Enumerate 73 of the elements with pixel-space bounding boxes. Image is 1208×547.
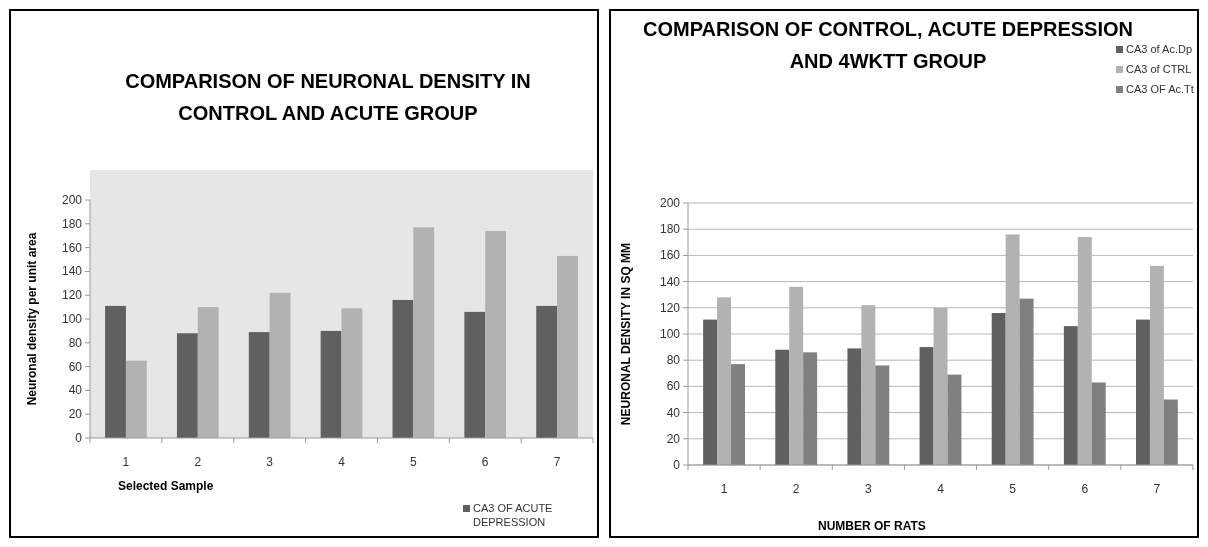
x-tick-label: 1 bbox=[122, 455, 130, 469]
chart-title: COMPARISON OF NEURONAL DENSITY IN CONTROL AND ACUTE GROUP bbox=[125, 70, 531, 124]
y-tick-label: 160 bbox=[61, 240, 83, 255]
x-tick-label: 2 bbox=[194, 455, 202, 469]
bar bbox=[392, 299, 414, 438]
x-tick-label: 7 bbox=[553, 455, 561, 469]
x-tick-label: 7 bbox=[1153, 482, 1161, 496]
bar bbox=[1019, 298, 1034, 465]
x-tick-label: 6 bbox=[481, 455, 489, 469]
x-axis-title: NUMBER OF RATS bbox=[818, 519, 926, 533]
y-tick-label: 40 bbox=[68, 383, 83, 398]
bar bbox=[803, 352, 818, 465]
bar bbox=[775, 349, 790, 465]
y-tick-label: 20 bbox=[68, 407, 83, 422]
y-tick-label: 80 bbox=[666, 353, 681, 368]
bar bbox=[464, 311, 486, 438]
y-tick-label: 40 bbox=[666, 405, 681, 420]
bar bbox=[176, 333, 198, 438]
bar bbox=[847, 348, 862, 465]
legend-label: CA3 OF ACUTE DEPRESSION bbox=[473, 502, 553, 528]
bar bbox=[105, 305, 126, 438]
bar bbox=[947, 374, 962, 465]
y-tick-label: 60 bbox=[666, 379, 681, 394]
bar bbox=[731, 364, 745, 465]
y-tick-label: 100 bbox=[659, 327, 681, 341]
bar bbox=[1136, 319, 1150, 465]
y-axis-title: Neuronal density per unit area bbox=[25, 232, 39, 406]
x-tick-label: 4 bbox=[937, 482, 945, 496]
bar bbox=[1091, 382, 1106, 465]
x-tick-label: 2 bbox=[792, 482, 800, 496]
y-tick-label: 60 bbox=[68, 359, 83, 374]
x-tick-label: 3 bbox=[865, 482, 873, 496]
x-tick-label: 5 bbox=[1009, 482, 1017, 496]
bar bbox=[1063, 326, 1078, 465]
y-tick-label: 140 bbox=[659, 274, 681, 289]
bar bbox=[919, 347, 934, 465]
y-tick-label: 200 bbox=[659, 196, 681, 210]
legend-label: CA3 OF Ac.Tt bbox=[1126, 83, 1194, 95]
legend-label: CA3 of CTRL bbox=[1126, 63, 1192, 75]
legend-label: CA3 of Ac.Dp bbox=[1126, 43, 1193, 55]
bar bbox=[248, 332, 270, 438]
bar bbox=[536, 305, 558, 438]
y-tick-label: 140 bbox=[61, 264, 83, 279]
x-tick-label: 4 bbox=[338, 455, 346, 469]
y-tick-label: 100 bbox=[61, 312, 83, 326]
x-tick-label: 3 bbox=[266, 455, 274, 469]
y-tick-label: 80 bbox=[68, 335, 83, 350]
bar bbox=[413, 227, 435, 438]
x-tick-label: 6 bbox=[1081, 482, 1089, 496]
y-tick-label: 200 bbox=[61, 193, 83, 207]
bar bbox=[485, 230, 507, 438]
x-tick-label: 1 bbox=[720, 482, 728, 496]
x-axis-title: Selected Sample bbox=[118, 479, 214, 493]
bar bbox=[703, 319, 718, 465]
y-tick-label: 160 bbox=[659, 248, 681, 263]
y-tick-label: 20 bbox=[666, 431, 681, 446]
bar bbox=[197, 307, 219, 438]
bar bbox=[341, 308, 363, 438]
y-tick-label: 0 bbox=[75, 431, 83, 445]
y-tick-label: 120 bbox=[659, 300, 681, 315]
y-tick-label: 120 bbox=[61, 288, 83, 303]
y-tick-label: 180 bbox=[659, 222, 681, 237]
bar bbox=[1163, 399, 1178, 465]
bar bbox=[269, 292, 291, 438]
y-tick-label: 0 bbox=[673, 458, 681, 472]
bar bbox=[125, 360, 147, 438]
bar bbox=[320, 330, 342, 438]
y-tick-label: 180 bbox=[61, 216, 83, 231]
bar bbox=[991, 313, 1006, 465]
bar bbox=[875, 365, 890, 465]
x-tick-label: 5 bbox=[410, 455, 418, 469]
y-axis-title: NEURONAL DENSITY IN SQ MM bbox=[619, 242, 633, 426]
bar bbox=[557, 255, 578, 438]
